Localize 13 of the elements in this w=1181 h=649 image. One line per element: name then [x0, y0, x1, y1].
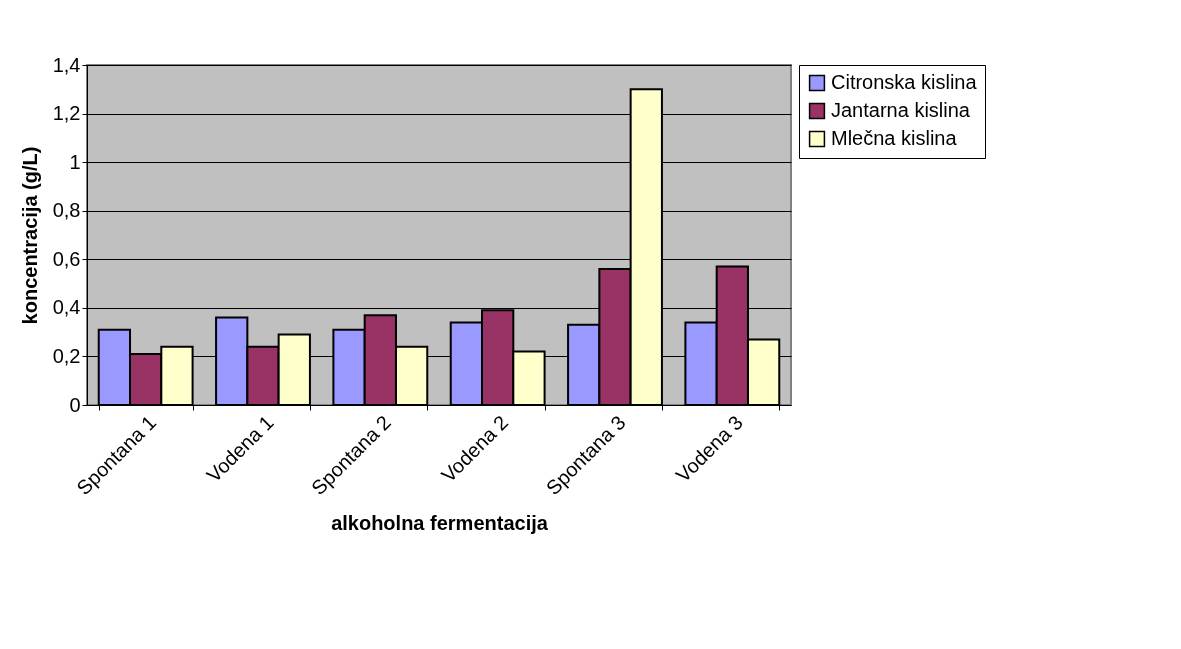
y-tick-label: 0	[69, 393, 81, 416]
x-axis-title: alkoholna fermentacija	[331, 511, 549, 534]
y-tick-label: 0,2	[52, 344, 81, 367]
legend-label: Mlečna kislina	[831, 127, 958, 149]
legend-label: Citronska kislina	[831, 71, 978, 93]
y-tick-label: 1	[69, 150, 81, 173]
y-tick-label: 0,4	[52, 296, 81, 319]
y-axis-title: koncentracija (g/L)	[18, 146, 41, 325]
y-tick-label: 1,2	[52, 102, 81, 125]
legend-label: Jantarna kislina	[831, 99, 971, 121]
y-tick-label: 0,6	[52, 247, 81, 270]
y-tick-label: 0,8	[52, 199, 81, 222]
y-tick-label: 1,4	[52, 53, 81, 76]
